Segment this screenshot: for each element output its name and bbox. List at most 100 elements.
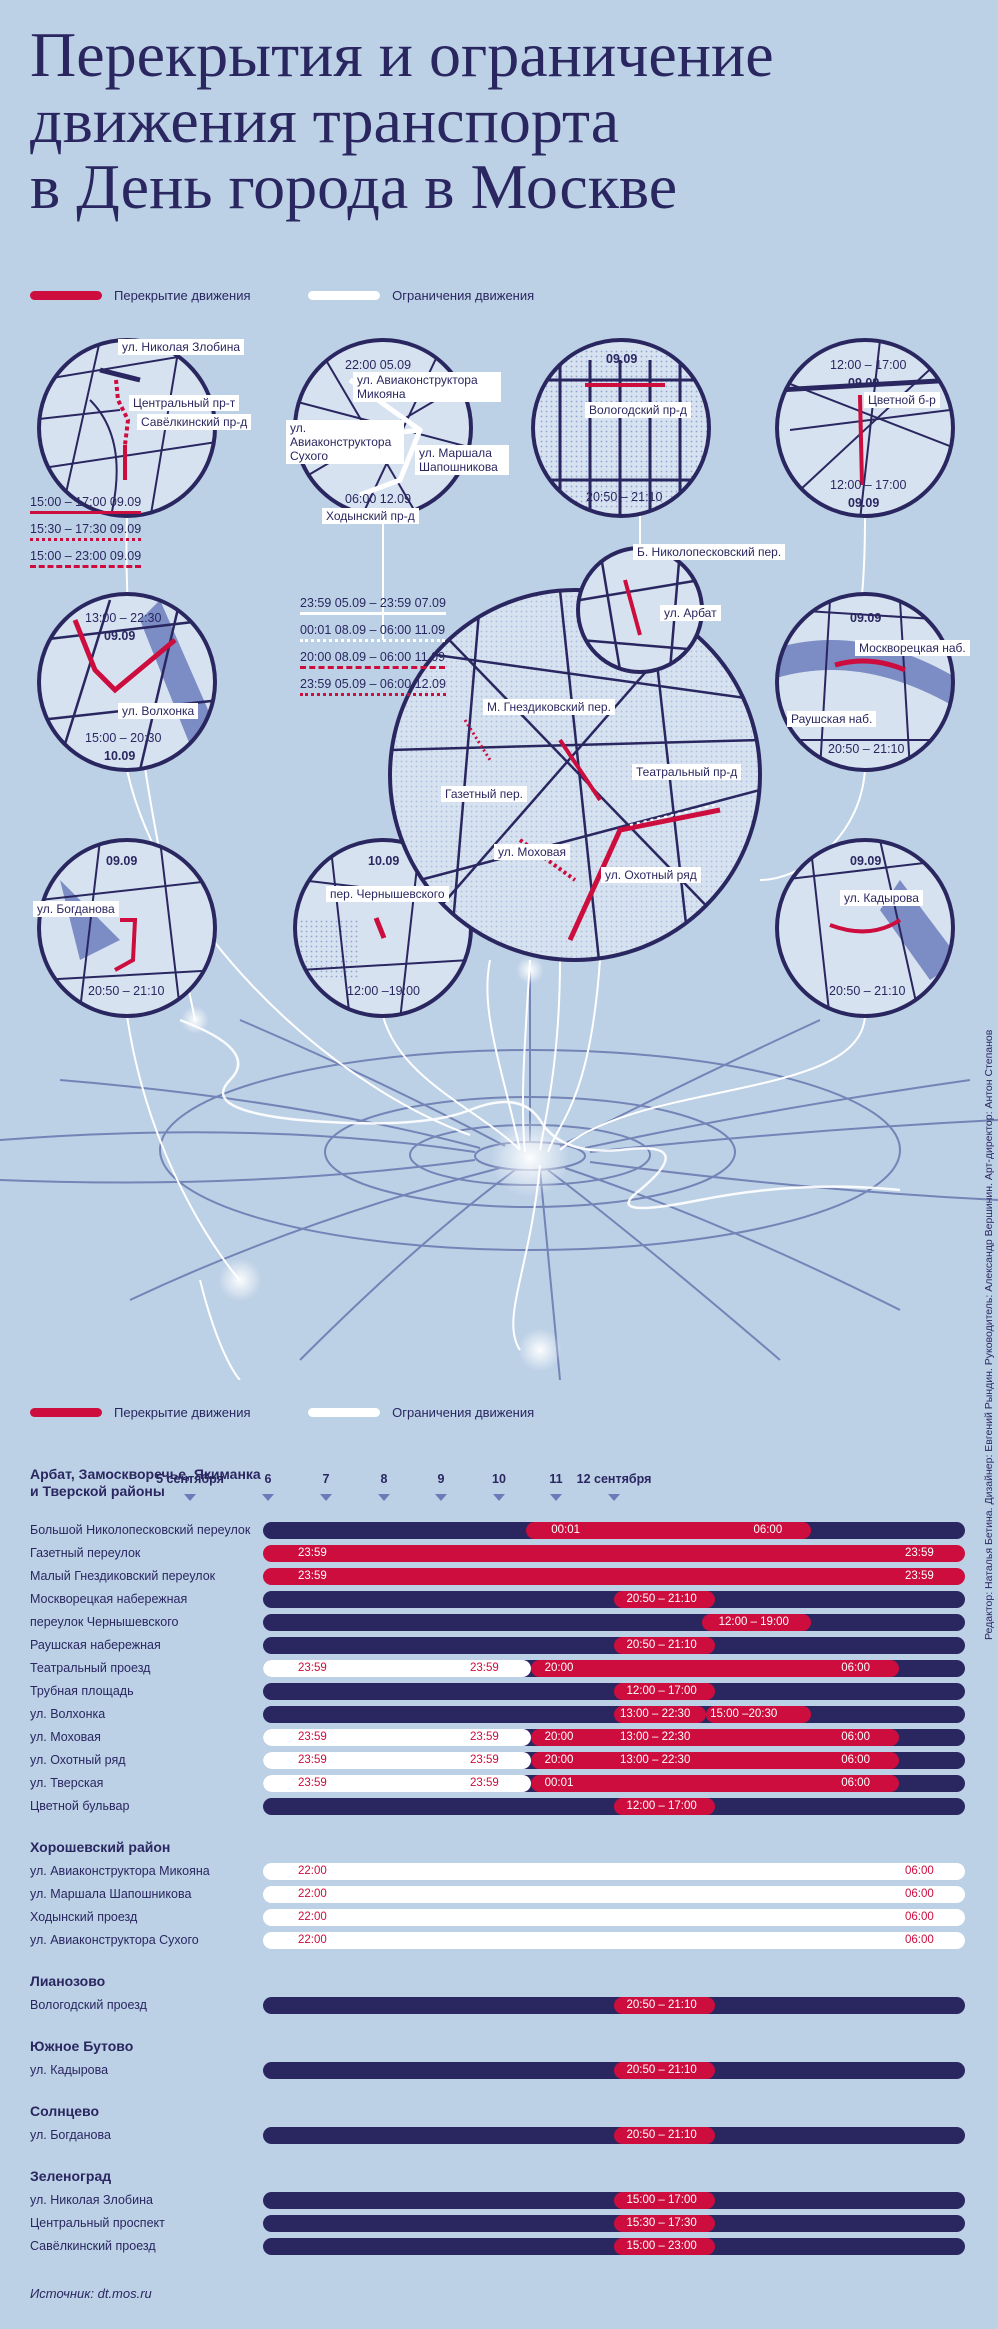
day-arrow-icon bbox=[320, 1494, 332, 1501]
street-name: Раушская набережная bbox=[30, 1638, 161, 1652]
time-label: 22:00 bbox=[298, 1934, 327, 1946]
timeline-bar: 20:50 – 21:10 bbox=[263, 2127, 965, 2144]
label-khoroshevo-end: 06:00 12.09 bbox=[345, 492, 412, 506]
timeline-bar: 22:00 06:00 bbox=[263, 1909, 965, 1926]
closure-segment bbox=[530, 1775, 900, 1792]
section-title: Хорошевский район bbox=[30, 1839, 171, 1855]
restriction-swatch bbox=[308, 291, 381, 301]
section-title: Лианозово bbox=[30, 1973, 106, 1989]
street-name: ул. Николая Злобина bbox=[30, 2193, 153, 2207]
time-label: 22:00 bbox=[298, 1911, 327, 1923]
schedule-row: Раушская набережная 20:50 – 21:10 bbox=[30, 1637, 965, 1655]
street-name: переулок Чернышевского bbox=[30, 1615, 179, 1629]
label-khoroshevo-start: 22:00 05.09 bbox=[345, 358, 412, 372]
schedule-row: ул. Моховая 23:59 23:59 20:00 13:00 – 22:30 0… bbox=[30, 1729, 965, 1747]
label-gnezdikovsky: М. Гнездиковский пер. bbox=[483, 699, 615, 715]
timeline-bar: 00:01 06:00 bbox=[263, 1522, 965, 1539]
closure-segment bbox=[614, 1591, 715, 1608]
timeline-bar: 20:50 – 21:10 bbox=[263, 1591, 965, 1608]
legend-top: Перекрытие движения Ограничения движения bbox=[30, 287, 588, 303]
schedule-row: Большой Николопесковский переулок 00:01 06… bbox=[30, 1522, 965, 1540]
schedule-row: ул. Тверская 23:59 23:59 00:01 06:00 bbox=[30, 1775, 965, 1793]
closure-segment bbox=[614, 1798, 715, 1815]
time-label: 20:50 – 21:10 bbox=[626, 1999, 697, 2011]
schedule-row: Савёлкинский проезд 15:00 – 23:00 bbox=[30, 2238, 965, 2256]
legend-time-3: 20:00 08.09 – 06:00 11.09 bbox=[300, 650, 446, 669]
legend-time-2: 00:01 08.09 – 06:00 11.09 bbox=[300, 623, 446, 642]
street-name: Трубная площадь bbox=[30, 1684, 134, 1698]
closure-segment bbox=[614, 1997, 715, 2014]
label-moskvoretskaya-date: 09.09 bbox=[850, 611, 882, 625]
time-label: 06:00 bbox=[841, 1754, 870, 1766]
time-tsentralny: 15:30 – 17:30 09.09 bbox=[30, 522, 142, 541]
page-title: Перекрытия и ограничение движения трансп… bbox=[30, 22, 970, 220]
label-tsvetnoy-date2: 09.09 bbox=[848, 496, 880, 510]
label-bogdanova: ул. Богданова bbox=[33, 901, 119, 917]
label-volkhonka: ул. Волхонка bbox=[118, 703, 199, 719]
closure-segment bbox=[701, 1614, 812, 1631]
schedule-row: ул. Авиаконструктора Сухого 22:00 06:00 bbox=[30, 1932, 965, 1950]
schedule-row: Вологодский проезд 20:50 – 21:10 bbox=[30, 1997, 965, 2015]
time-savelkinsky: 15:00 – 23:00 09.09 bbox=[30, 549, 142, 568]
schedule-row: Центральный проспект 15:30 – 17:30 bbox=[30, 2215, 965, 2233]
schedule-row: ул. Волхонка 13:00 – 22:30 15:00 –20:30 bbox=[30, 1706, 965, 1724]
closure-segment bbox=[614, 2192, 715, 2209]
time-label: 15:00 –20:30 bbox=[710, 1708, 778, 1720]
timeline-bar: 20:50 – 21:10 bbox=[263, 2062, 965, 2079]
time-label: 22:00 bbox=[298, 1888, 327, 1900]
closure-segment bbox=[530, 1752, 900, 1769]
time-label: 23:59 bbox=[298, 1547, 327, 1559]
legend-restriction-label: Ограничения движения bbox=[392, 288, 535, 304]
time-label: 23:59 bbox=[298, 1777, 327, 1789]
schedule-row: переулок Чернышевского 12:00 – 19:00 bbox=[30, 1614, 965, 1632]
label-chernyshevsky-time: 12:00 –19:00 bbox=[347, 984, 420, 998]
label-moskvoretskaya: Москворецкая наб. bbox=[855, 640, 970, 656]
label-solntsevo-time: 20:50 – 21:10 bbox=[88, 984, 165, 998]
day-header: 10 bbox=[492, 1472, 506, 1486]
schedule-row: Цветной бульвар 12:00 – 17:00 bbox=[30, 1798, 965, 1816]
street-name: ул. Волхонка bbox=[30, 1707, 106, 1721]
map-area: ул. Николая Злобина Центральный пр-т Сав… bbox=[0, 320, 998, 1380]
timeline-bar: 15:00 – 23:00 bbox=[263, 2238, 965, 2255]
time-label: 23:59 bbox=[298, 1754, 327, 1766]
street-name: ул. Кадырова bbox=[30, 2063, 109, 2077]
schedule-row: ул. Николая Злобина 15:00 – 17:00 bbox=[30, 2192, 965, 2210]
street-name: ул. Авиаконструктора Микояна bbox=[30, 1864, 210, 1878]
schedule-row: ул. Кадырова 20:50 – 21:10 bbox=[30, 2062, 965, 2080]
title-line: движения транспорта bbox=[30, 85, 620, 156]
legend-time-1: 23:59 05.09 – 23:59 07.09 bbox=[300, 596, 446, 615]
time-label: 20:50 – 21:10 bbox=[626, 2064, 697, 2076]
timeline-bar: 13:00 – 22:30 15:00 –20:30 bbox=[263, 1706, 965, 1723]
credits: Редактор: Наталья Бетина. Дизайнер: Евге… bbox=[983, 1029, 995, 1640]
street-name: Ходынский проезд bbox=[30, 1910, 138, 1924]
time-label: 15:00 – 23:00 bbox=[626, 2240, 697, 2252]
closure-segment bbox=[614, 2062, 715, 2079]
label-tsvetnoy-date1: 09.09 bbox=[848, 376, 880, 390]
time-label: 20:00 bbox=[544, 1662, 574, 1674]
schedule-row: Малый Гнездиковский переулок 23:59 23:59 bbox=[30, 1568, 965, 1586]
timeline-bar: 12:00 – 19:00 bbox=[263, 1614, 965, 1631]
street-name: Москворецкая набережная bbox=[30, 1592, 188, 1606]
time-label: 23:59 bbox=[470, 1754, 499, 1766]
street-name: ул. Охотный ряд bbox=[30, 1753, 126, 1767]
day-header: 5 сентября bbox=[156, 1472, 224, 1486]
label-chernyshevsky-date: 10.09 bbox=[368, 854, 400, 868]
timeline-bar: 20:50 – 21:10 bbox=[263, 1997, 965, 2014]
timeline-bar: 22:00 06:00 bbox=[263, 1886, 965, 1903]
legend-closure-label: Перекрытие движения bbox=[114, 288, 251, 304]
timeline-bar: 12:00 – 17:00 bbox=[263, 1683, 965, 1700]
timeline-bar: 23:59 23:59 20:00 06:00 bbox=[263, 1660, 965, 1677]
label-vologodsky: Вологодский пр-д bbox=[585, 402, 691, 418]
label-volkhonka-date2: 10.09 bbox=[104, 749, 136, 763]
closure-swatch bbox=[30, 1408, 102, 1418]
map-circle-zelenograd bbox=[39, 340, 215, 516]
schedule-row: Москворецкая набережная 20:50 – 21:10 bbox=[30, 1591, 965, 1609]
time-label: 23:59 bbox=[298, 1570, 327, 1582]
time-label: 00:01 bbox=[551, 1524, 581, 1536]
label-volkhonka-time1: 13:00 – 22:30 bbox=[85, 611, 162, 625]
day-header: 6 bbox=[264, 1472, 272, 1486]
label-volkhonka-date1: 09.09 bbox=[104, 629, 136, 643]
time-label: 00:01 bbox=[544, 1777, 574, 1789]
timeline-bar: 22:00 06:00 bbox=[263, 1863, 965, 1880]
day-header: 11 bbox=[549, 1472, 563, 1486]
